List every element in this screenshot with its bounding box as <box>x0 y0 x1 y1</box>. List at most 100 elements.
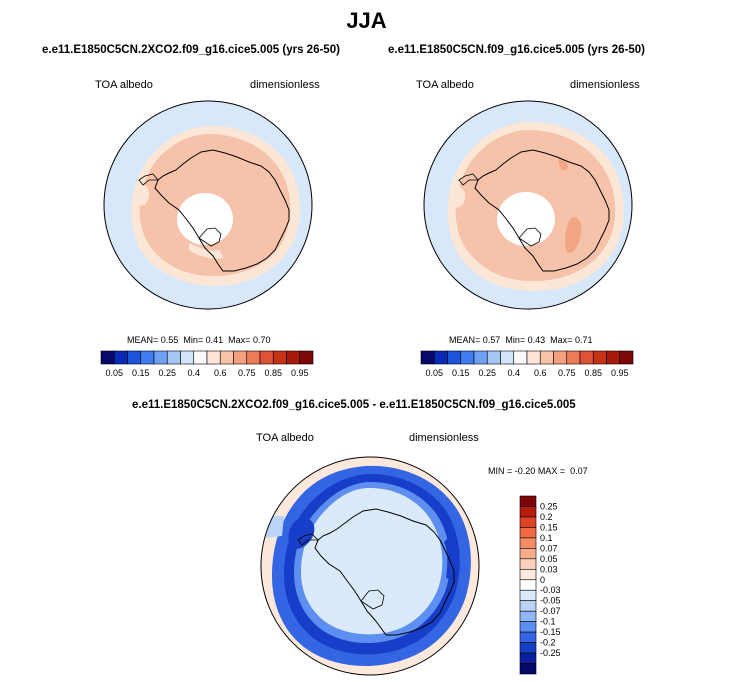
colorbar-swatch <box>519 600 537 612</box>
panel-2-min-label: Min= <box>505 335 526 345</box>
colorbar-tick-label: -0.05 <box>540 596 561 606</box>
panel-2-max-value: 0.71 <box>574 335 593 345</box>
colorbar-tick-label: 0.75 <box>238 368 256 378</box>
colorbar-swatch <box>127 350 142 365</box>
colorbar-swatch <box>447 350 462 365</box>
colorbar-swatch <box>100 350 115 365</box>
panel-1-title: e.e11.E1850C5CN.2XCO2.f09_g16.cice5.005 … <box>42 44 340 56</box>
colorbar-swatch <box>519 579 537 591</box>
colorbar-swatch <box>166 350 181 365</box>
panel-2-coastline <box>474 149 610 272</box>
colorbar-tick-label: 0.4 <box>507 368 520 378</box>
colorbar-swatch <box>519 537 537 549</box>
colorbar-swatch <box>519 631 537 643</box>
colorbar-tick-label: 0.6 <box>214 368 227 378</box>
panel-3-title: e.e11.E1850C5CN.2XCO2.f09_g16.cice5.005 … <box>132 399 576 411</box>
colorbar-swatch <box>473 350 488 365</box>
colorbar-swatch <box>500 350 515 365</box>
colorbar-tick-label: 0.6 <box>534 368 547 378</box>
colorbar-swatch <box>140 350 155 365</box>
panel-2-colorbar: 0.05 0.15 0.25 0.4 0.6 0.75 0.85 0.95 <box>420 350 634 378</box>
panel-1-max-value: 0.70 <box>252 335 271 345</box>
colorbar-swatch <box>113 350 128 365</box>
colorbar-swatch <box>519 568 537 581</box>
panel-2-title: e.e11.E1850C5CN.f09_g16.cice5.005 (yrs 2… <box>388 44 646 56</box>
colorbar-swatch <box>519 516 537 528</box>
colorbar-swatch <box>619 350 634 365</box>
colorbar-tick-label: 0.25 <box>478 368 496 378</box>
colorbar-swatch <box>539 350 554 365</box>
colorbar-tick-label: 0.1 <box>540 533 553 543</box>
colorbar-tick-label: -0.07 <box>540 606 561 616</box>
panel-1-variable-label: TOA albedo <box>95 79 153 91</box>
panel-2-units-label: dimensionless <box>570 79 640 91</box>
colorbar-tick-label: 0.25 <box>540 501 558 511</box>
colorbar-tick-label: 0.2 <box>540 512 553 522</box>
colorbar-swatch <box>519 610 537 622</box>
panel-3-max-value: 0.07 <box>570 466 588 476</box>
colorbar-swatch <box>486 350 501 365</box>
colorbar-swatch <box>299 350 314 365</box>
colorbar-swatch <box>286 350 301 365</box>
panel-3-min-label: MIN = <box>488 466 513 476</box>
colorbar-tick-label: -0.25 <box>540 648 561 658</box>
panel-3-units-label: dimensionless <box>409 432 479 444</box>
panel-2-polar-map <box>423 100 633 310</box>
panel-1-max-label: Max= <box>228 335 251 345</box>
panel-2-variable-label: TOA albedo <box>416 79 474 91</box>
colorbar-swatch <box>519 652 537 664</box>
colorbar-swatch <box>433 350 448 365</box>
colorbar-tick-label: 0.05 <box>105 368 123 378</box>
panel-3-colorbar: 0.250.20.150.10.070.050.030-0.03-0.05-0.… <box>519 495 561 675</box>
panel-1-coastline <box>154 149 290 272</box>
colorbar-swatch <box>153 350 168 365</box>
colorbar-swatch <box>519 548 537 560</box>
panel-2-mean-label: MEAN= <box>449 335 481 345</box>
panel-1-colorbar: 0.05 0.15 0.25 0.4 0.6 0.75 0.85 0.95 <box>100 350 314 378</box>
colorbar-swatch <box>420 350 435 365</box>
colorbar-tick-label: 0.75 <box>558 368 576 378</box>
colorbar-swatch <box>526 350 541 365</box>
colorbar-tick-label: 0.95 <box>611 368 629 378</box>
colorbar-tick-label: 0.15 <box>132 368 150 378</box>
colorbar-tick-label: 0.07 <box>540 543 558 553</box>
panel-1-min-value: 0.41 <box>205 335 224 345</box>
colorbar-tick-label: 0.15 <box>540 522 558 532</box>
colorbar-tick-label: 0.25 <box>158 368 176 378</box>
colorbar-tick-label: 0.15 <box>452 368 470 378</box>
colorbar-swatch <box>513 350 528 365</box>
colorbar-tick-label: 0.4 <box>187 368 200 378</box>
colorbar-swatch <box>180 350 195 365</box>
colorbar-swatch <box>519 495 537 507</box>
panel-1-mean-label: MEAN= <box>127 335 159 345</box>
colorbar-tick-label: 0 <box>540 575 545 585</box>
colorbar-swatch <box>519 527 537 539</box>
colorbar-swatch <box>193 350 208 365</box>
colorbar-swatch <box>519 558 537 570</box>
colorbar-tick-label: 0.85 <box>584 368 602 378</box>
colorbar-tick-label: -0.15 <box>540 627 561 637</box>
colorbar-swatch <box>592 350 607 365</box>
colorbar-swatch <box>219 350 234 365</box>
panel-1-mean-value: 0.55 <box>160 335 179 345</box>
colorbar-tick-label: 0.05 <box>425 368 443 378</box>
panel-1-polar-map <box>103 100 313 310</box>
colorbar-tick-label: 0.95 <box>291 368 309 378</box>
colorbar-swatch <box>460 350 475 365</box>
colorbar-swatch <box>579 350 594 365</box>
colorbar-swatch <box>606 350 621 365</box>
colorbar-tick-label: 0.03 <box>540 564 558 574</box>
panel-1-units-label: dimensionless <box>250 79 320 91</box>
colorbar-tick-label: -0.03 <box>540 585 561 595</box>
panel-3-max-label: MAX = <box>537 466 566 476</box>
colorbar-swatch <box>553 350 568 365</box>
panel-3-polar-map <box>260 456 480 676</box>
colorbar-swatch <box>519 663 537 675</box>
panel-3-min-value: -0.20 <box>514 466 536 476</box>
colorbar-swatch <box>272 350 287 365</box>
colorbar-swatch <box>259 350 274 365</box>
colorbar-swatch <box>519 642 537 654</box>
colorbar-swatch <box>233 350 248 365</box>
panel-3-variable-label: TOA albedo <box>256 432 314 444</box>
panel-2-max-label: Max= <box>550 335 573 345</box>
